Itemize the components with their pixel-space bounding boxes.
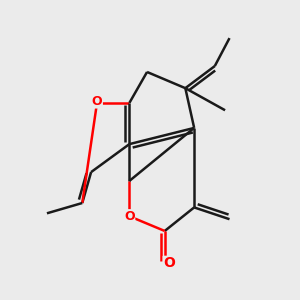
Text: O: O <box>92 95 102 108</box>
Text: O: O <box>163 256 175 270</box>
Text: O: O <box>124 210 135 223</box>
